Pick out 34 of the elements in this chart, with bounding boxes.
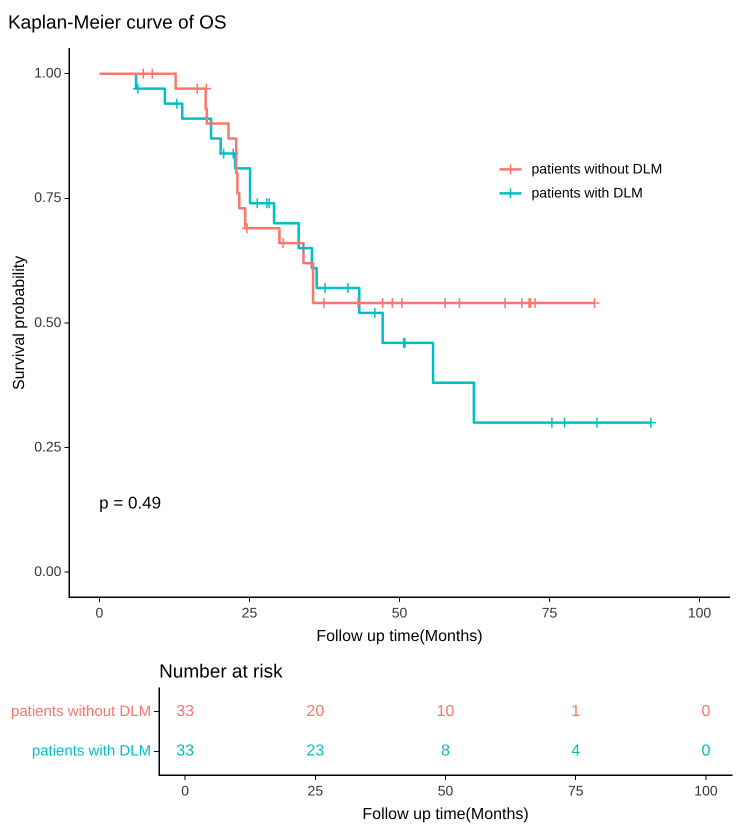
- y-tick-label: 0.50: [34, 314, 62, 330]
- data-label: 20: [306, 703, 324, 720]
- legend-label: patients with DLM: [532, 184, 643, 200]
- y-tick-label: 0.25: [34, 438, 62, 454]
- data-label: 33: [176, 742, 194, 760]
- x-tick-label: 25: [308, 782, 324, 798]
- data-label: 33: [176, 703, 194, 720]
- data-label: 0: [702, 703, 711, 720]
- annotation: p = 0.49: [99, 493, 162, 512]
- chart-title: Number at risk: [159, 662, 284, 683]
- data-label: 4: [571, 742, 580, 760]
- x-tick-label: 25: [242, 604, 258, 620]
- x-tick-label: 100: [688, 604, 712, 620]
- chart-title: Kaplan-Meier curve of OS: [8, 12, 227, 34]
- x-tick-label: 0: [96, 604, 104, 620]
- x-tick-label: 50: [392, 604, 408, 620]
- data-label: 10: [436, 703, 455, 720]
- data-label: 1: [571, 703, 580, 720]
- x-tick-label: 75: [568, 782, 584, 798]
- data-label: 8: [441, 742, 450, 760]
- x-tick-label: 0: [181, 782, 190, 798]
- x-tick-label: 75: [542, 604, 558, 620]
- x-tick-label: 50: [438, 782, 454, 798]
- y-tick-label: patients with DLM: [32, 742, 152, 760]
- y-tick-label: 0.00: [34, 562, 62, 579]
- legend-label: patients without DLM: [532, 160, 662, 176]
- y-tick-label: 0.75: [34, 189, 62, 206]
- y-tick-label: 1.00: [34, 64, 62, 81]
- data-label: 0: [702, 742, 711, 760]
- x-axis-title: Follow up time(Months): [362, 806, 529, 823]
- y-axis-title: Survival probability: [11, 256, 28, 390]
- x-axis-title: Follow up time(Months): [316, 628, 483, 645]
- data-label: 23: [306, 742, 324, 760]
- x-tick-label: 100: [694, 782, 718, 798]
